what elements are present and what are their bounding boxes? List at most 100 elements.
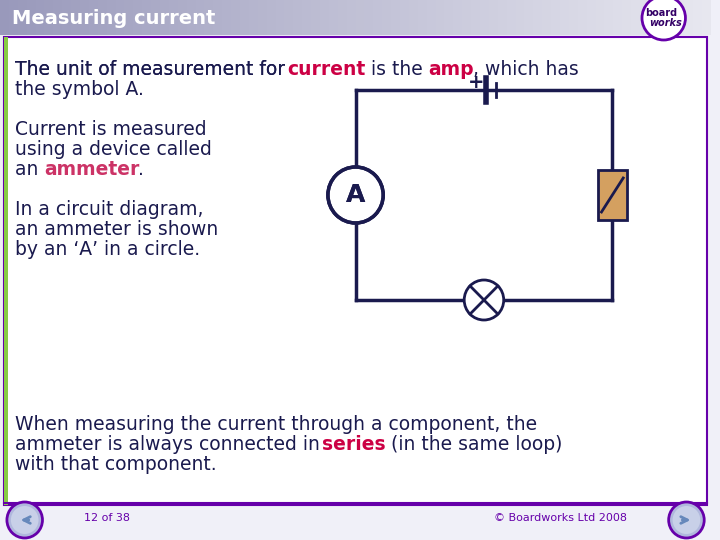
Bar bbox=[444, 0, 454, 35]
Bar bbox=[675, 0, 685, 35]
Bar bbox=[133, 0, 143, 35]
Bar bbox=[125, 0, 135, 35]
Circle shape bbox=[329, 168, 382, 222]
Text: ammeter: ammeter bbox=[44, 160, 139, 179]
Bar bbox=[622, 0, 632, 35]
Text: , which has: , which has bbox=[473, 60, 579, 79]
Bar bbox=[4, 37, 707, 505]
Bar bbox=[338, 0, 348, 35]
Text: an: an bbox=[15, 160, 44, 179]
Bar bbox=[115, 0, 125, 35]
Bar bbox=[587, 0, 597, 35]
Text: A: A bbox=[346, 183, 365, 207]
Text: the symbol A.: the symbol A. bbox=[15, 80, 144, 99]
Bar bbox=[685, 0, 694, 35]
Bar bbox=[45, 0, 54, 35]
Bar bbox=[186, 0, 197, 35]
Bar bbox=[524, 0, 534, 35]
Text: The unit of measurement for: The unit of measurement for bbox=[15, 60, 291, 79]
Text: using a device called: using a device called bbox=[15, 140, 212, 159]
Bar bbox=[605, 0, 614, 35]
Text: an ammeter is shown: an ammeter is shown bbox=[15, 220, 218, 239]
Bar bbox=[382, 0, 392, 35]
Bar bbox=[480, 0, 490, 35]
FancyArrowPatch shape bbox=[24, 517, 30, 523]
Bar bbox=[569, 0, 579, 35]
Bar bbox=[542, 0, 552, 35]
Text: amp: amp bbox=[428, 60, 474, 79]
Text: The unit of measurement for current is the amp, which has: The unit of measurement for current is t… bbox=[15, 60, 570, 79]
FancyBboxPatch shape bbox=[0, 0, 711, 35]
FancyBboxPatch shape bbox=[598, 170, 627, 220]
Text: by an ‘A’ in a circle.: by an ‘A’ in a circle. bbox=[15, 240, 200, 259]
Bar bbox=[489, 0, 499, 35]
Bar bbox=[498, 0, 508, 35]
Bar bbox=[27, 0, 37, 35]
Bar bbox=[71, 0, 81, 35]
Bar bbox=[507, 0, 516, 35]
Text: ammeter is always connected in: ammeter is always connected in bbox=[15, 435, 325, 454]
Text: Current is measured: Current is measured bbox=[15, 120, 207, 139]
Bar bbox=[249, 0, 258, 35]
Text: In a circuit diagram,: In a circuit diagram, bbox=[15, 200, 203, 219]
Circle shape bbox=[669, 502, 704, 538]
Bar bbox=[293, 0, 303, 35]
Bar bbox=[160, 0, 170, 35]
Text: series: series bbox=[322, 435, 385, 454]
Bar bbox=[231, 0, 241, 35]
Text: with that component.: with that component. bbox=[15, 455, 217, 474]
Bar bbox=[436, 0, 446, 35]
Bar bbox=[577, 0, 588, 35]
Text: (in the same loop): (in the same loop) bbox=[384, 435, 562, 454]
Bar bbox=[346, 0, 356, 35]
Bar bbox=[702, 0, 712, 35]
Text: is the: is the bbox=[365, 60, 428, 79]
Bar bbox=[693, 0, 703, 35]
Text: current: current bbox=[287, 60, 366, 79]
Bar bbox=[302, 0, 312, 35]
Text: works: works bbox=[649, 18, 682, 28]
Bar bbox=[560, 0, 570, 35]
Bar bbox=[98, 0, 108, 35]
Bar bbox=[196, 0, 205, 35]
Text: The unit of measurement for: The unit of measurement for bbox=[15, 60, 291, 79]
Text: When measuring the current through a component, the: When measuring the current through a com… bbox=[15, 415, 537, 434]
Bar bbox=[640, 0, 650, 35]
Text: +: + bbox=[468, 72, 485, 91]
Circle shape bbox=[11, 506, 38, 534]
Bar bbox=[151, 0, 161, 35]
Bar bbox=[551, 0, 561, 35]
Bar bbox=[62, 0, 72, 35]
Bar bbox=[0, 0, 10, 35]
Text: board: board bbox=[644, 8, 677, 18]
Bar bbox=[658, 0, 667, 35]
Bar bbox=[374, 0, 383, 35]
Bar bbox=[35, 0, 45, 35]
Bar bbox=[471, 0, 481, 35]
Bar bbox=[222, 0, 232, 35]
Bar bbox=[534, 0, 543, 35]
Bar bbox=[284, 0, 294, 35]
Circle shape bbox=[642, 0, 685, 40]
Bar bbox=[18, 0, 27, 35]
Bar bbox=[409, 0, 419, 35]
Bar bbox=[516, 0, 526, 35]
Bar bbox=[80, 0, 90, 35]
Bar bbox=[667, 0, 677, 35]
Text: Measuring current: Measuring current bbox=[12, 9, 215, 28]
Text: © Boardworks Ltd 2008: © Boardworks Ltd 2008 bbox=[494, 513, 627, 523]
Bar bbox=[364, 0, 374, 35]
Bar bbox=[427, 0, 436, 35]
Bar bbox=[9, 0, 19, 35]
Bar bbox=[213, 0, 223, 35]
Bar bbox=[649, 0, 659, 35]
Bar bbox=[258, 0, 268, 35]
Bar bbox=[631, 0, 641, 35]
Circle shape bbox=[464, 280, 504, 320]
Bar bbox=[400, 0, 410, 35]
Bar bbox=[595, 0, 606, 35]
Bar bbox=[4, 37, 8, 505]
Bar bbox=[240, 0, 250, 35]
Bar bbox=[107, 0, 117, 35]
Bar bbox=[143, 0, 152, 35]
